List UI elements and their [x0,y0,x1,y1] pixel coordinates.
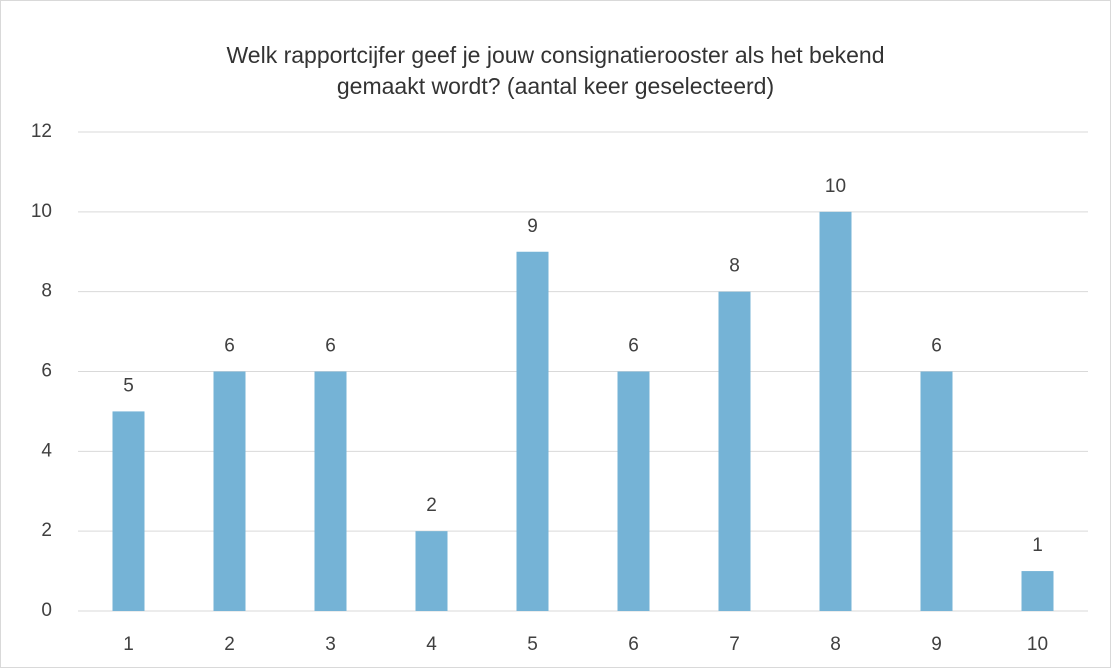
bar [314,371,347,611]
data-label: 1 [1032,535,1043,556]
bar [718,291,751,611]
x-tick-label: 3 [325,634,336,655]
x-tick-label: 1 [123,634,134,655]
y-tick-label: 6 [41,361,52,382]
chart-title: Welk rapportcijfer geef je jouw consigna… [226,42,885,99]
bar [415,531,448,611]
bar [617,371,650,611]
bar [516,251,549,611]
y-tick-label: 12 [31,121,52,142]
data-label: 10 [825,176,846,197]
x-tick-label: 10 [1027,634,1048,655]
data-label: 6 [224,336,235,357]
bar [819,211,852,612]
x-tick-label: 4 [426,634,437,655]
data-label: 6 [931,336,942,357]
y-tick-label: 8 [41,281,52,302]
data-label: 5 [123,375,134,396]
data-label: 6 [628,336,639,357]
x-tick-label: 8 [830,634,841,655]
x-tick-label: 9 [931,634,942,655]
data-label: 6 [325,336,336,357]
x-tick-label: 5 [527,634,538,655]
x-tick-label: 7 [729,634,740,655]
data-label: 2 [426,495,437,516]
y-tick-label: 4 [41,440,52,461]
y-tick-label: 0 [41,600,52,621]
bar [920,371,953,611]
y-tick-label: 2 [41,520,52,541]
y-tick-label: 10 [31,201,52,222]
data-label: 9 [527,216,538,237]
bar [112,411,145,611]
bar [213,371,246,611]
bar [1021,571,1054,611]
data-label: 8 [729,256,740,277]
x-tick-label: 6 [628,634,639,655]
x-tick-label: 2 [224,634,235,655]
